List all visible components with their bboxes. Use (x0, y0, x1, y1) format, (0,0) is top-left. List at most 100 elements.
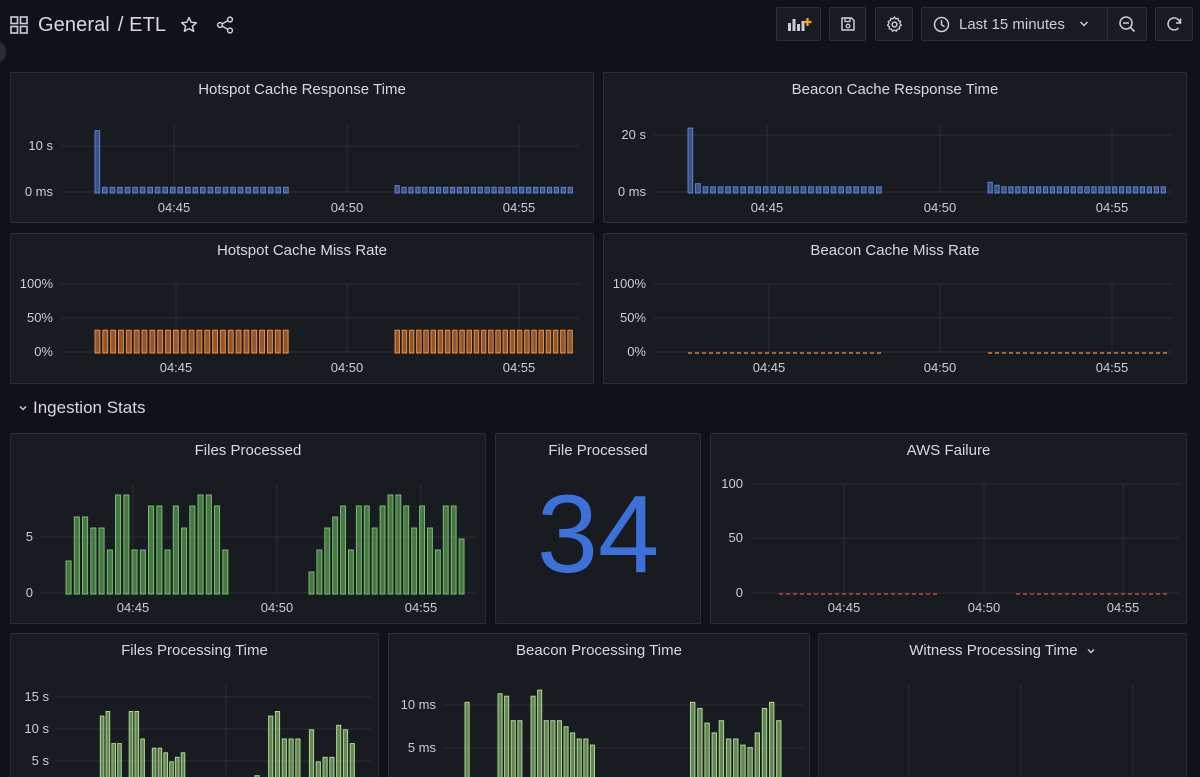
chart-bar (267, 329, 273, 354)
chart-bar (512, 186, 518, 194)
chart-bar (115, 494, 122, 595)
chart-bar (994, 184, 1000, 194)
chart-bar (181, 527, 188, 595)
share-icon[interactable] (216, 16, 234, 34)
chart-bar (340, 505, 347, 595)
panel-aws-failure[interactable]: 100 50 0 04:45 04:50 04:55 AWS Failure (710, 433, 1187, 624)
chart-bar (1063, 186, 1070, 194)
chart-bar (1029, 186, 1035, 194)
chart-bar (1153, 186, 1160, 194)
chart-bar (82, 516, 89, 595)
chart-bar (222, 549, 229, 595)
chart-bar (387, 494, 394, 595)
chart-bar (156, 505, 163, 595)
chart-bar (230, 186, 236, 194)
chart-beacon_processing_time: 10 ms 5 ms (401, 689, 803, 777)
chart-bar (1015, 186, 1021, 194)
time-range-label: Last 15 minutes (959, 15, 1065, 33)
breadcrumb-dashboard[interactable]: / ETL (117, 13, 167, 36)
save-dashboard-button[interactable] (829, 7, 866, 41)
panel-title[interactable]: Beacon Processing Time (516, 642, 682, 659)
chart-bar (169, 761, 174, 777)
zoom-out-button[interactable] (1107, 7, 1147, 41)
chart-bar (125, 329, 132, 354)
chart-bar (1084, 186, 1090, 194)
chart-bar (552, 329, 559, 354)
panel-title[interactable]: Beacon Cache Miss Rate (810, 242, 980, 259)
chart-bar (267, 186, 274, 194)
chart-bar (504, 695, 510, 777)
chart-bar (401, 329, 408, 354)
clock-icon (933, 16, 950, 32)
panel-beacon-cache-miss-rate[interactable]: 100% 50% 0% 04:45 04:50 04:55 Beacon Cache Mi… (603, 233, 1187, 384)
chart-bar (1077, 186, 1083, 194)
chart-bar (403, 505, 410, 595)
chart-bar (845, 186, 852, 194)
y-tick-label: 5 ms (408, 740, 437, 755)
panel-hotspot-cache-response-time[interactable]: 10 s 0 ms 04:45 04:50 04:55 Hotspot Cache Re… (10, 72, 594, 223)
chart-bar (498, 186, 504, 194)
panel-title[interactable]: Hotspot Cache Response Time (198, 81, 406, 98)
chart-bar (1126, 186, 1132, 194)
panel-title[interactable]: Hotspot Cache Miss Rate (216, 242, 388, 259)
y-tick-label: 15 s (24, 689, 49, 704)
chart-bar (408, 329, 415, 354)
chart-bar (117, 743, 122, 777)
chart-bar (177, 186, 184, 194)
chart-bar (815, 186, 822, 194)
panel-title[interactable]: File Processed (548, 442, 648, 459)
x-tick-label: 04:50 (924, 200, 957, 215)
chart-bar (497, 693, 503, 777)
chart-bar (702, 186, 709, 194)
add-panel-button[interactable] (776, 7, 821, 41)
panel-hotspot-cache-miss-rate[interactable]: 100% 50% 0% 04:45 04:50 04:55 Hotspot Cache M… (10, 233, 594, 384)
chart-bar (212, 329, 219, 354)
chart-bar (394, 185, 400, 194)
panel-file-processed-stat[interactable]: File Processed (495, 433, 701, 624)
chart-bar (259, 329, 266, 354)
chart-bar (117, 186, 123, 194)
chart-bar (576, 738, 582, 777)
time-range-picker[interactable]: Last 15 minutes (921, 7, 1108, 41)
chart-bar (308, 729, 315, 777)
row-ingestion-stats[interactable]: Ingestion Stats (18, 398, 145, 418)
chart-bar (169, 186, 176, 194)
refresh-button[interactable] (1155, 7, 1193, 41)
chart-bar (149, 329, 156, 354)
chart-bar (349, 743, 355, 777)
y-tick-label: 50% (27, 310, 53, 325)
chart-bar (90, 527, 97, 595)
chart-bar (157, 329, 164, 354)
chart-bar (180, 329, 187, 354)
chart-bar (556, 720, 562, 777)
chart-bar (283, 186, 289, 194)
panel-beacon-cache-response-time[interactable]: 20 s 0 ms 04:45 04:50 04:55 Beacon Cache Res… (603, 72, 1187, 223)
panel-title[interactable]: Files Processed (194, 442, 302, 459)
sidebar-toggle[interactable] (0, 42, 6, 62)
chart-bar (868, 186, 875, 194)
x-tick-label: 04:55 (405, 600, 438, 615)
chart-bar (419, 505, 426, 595)
chart-bar (717, 186, 724, 194)
panel-title[interactable]: Files Processing Time (121, 642, 268, 659)
star-icon[interactable] (180, 16, 198, 34)
panel-title[interactable]: AWS Failure (906, 442, 991, 459)
chart-bar (524, 329, 530, 354)
panel-beacon-processing-time[interactable]: 10 ms 5 ms Beacon Processing Time (388, 633, 810, 777)
chart-bar (109, 186, 116, 194)
chart-bar (456, 186, 463, 194)
y-tick-label: 0% (627, 344, 646, 359)
panel-title[interactable]: Beacon Cache Response Time (791, 81, 999, 98)
chart-bar (363, 505, 370, 595)
panel-title[interactable]: Witness Processing Time (819, 642, 1186, 659)
save-icon (840, 17, 855, 31)
chart-bar (105, 711, 111, 777)
panel-witness-processing-time[interactable]: Witness Processing Time (818, 633, 1187, 777)
chevron-down-icon (1087, 649, 1095, 654)
dashboard-settings-button[interactable] (875, 7, 913, 41)
breadcrumb-folder[interactable]: General (38, 13, 110, 36)
chart-bar (560, 329, 566, 354)
panel-files-processing-time[interactable]: 15 s 10 s 5 s Files Processing Time (10, 633, 379, 777)
panel-files-processed[interactable]: 5 0 04:45 04:50 04:55 Files Processed (10, 433, 486, 624)
chart-bar (860, 186, 867, 194)
